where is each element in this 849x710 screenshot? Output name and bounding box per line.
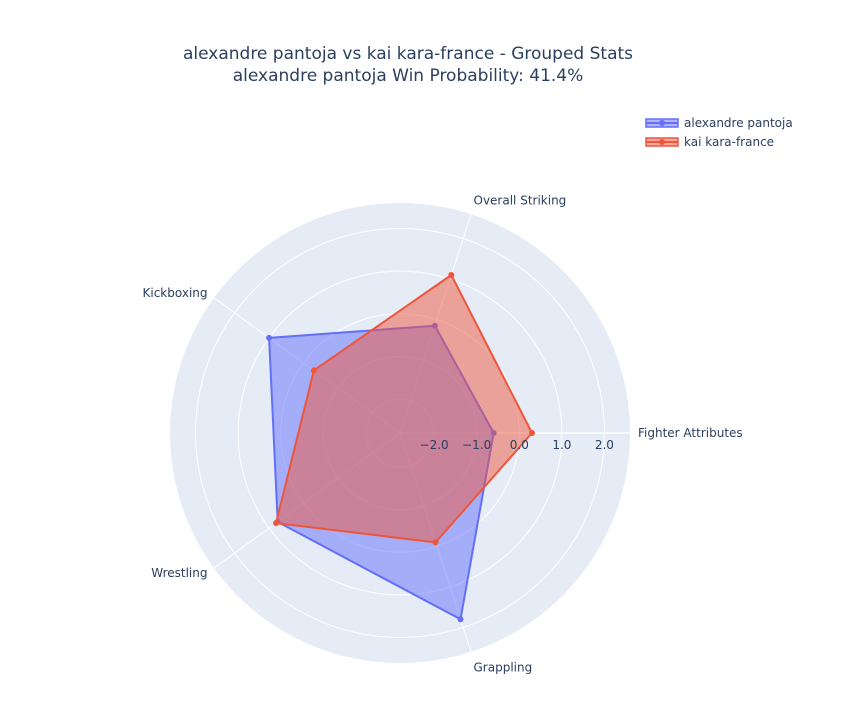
radial-tick-label: 0.0	[510, 438, 529, 452]
radial-tick-label: −2.0	[420, 438, 449, 452]
legend-label: kai kara-france	[684, 135, 774, 149]
category-label: Fighter Attributes	[638, 426, 743, 440]
legend-marker	[659, 139, 665, 145]
data-point[interactable]	[266, 334, 273, 341]
data-point[interactable]	[457, 616, 464, 623]
chart-title: alexandre pantoja vs kai kara-france - G…	[183, 44, 633, 86]
radial-tick-label: 2.0	[595, 438, 614, 452]
radial-tick-label: 1.0	[552, 438, 571, 452]
radial-tick-label: −1.0	[462, 438, 491, 452]
data-point[interactable]	[448, 272, 455, 278]
data-point[interactable]	[529, 430, 535, 436]
data-point[interactable]	[432, 539, 439, 546]
data-point[interactable]	[310, 367, 317, 374]
category-label: Overall Striking	[474, 194, 567, 208]
legend-item[interactable]: alexandre pantoja	[645, 116, 793, 130]
category-label: Kickboxing	[143, 286, 208, 300]
category-label: Grappling	[474, 660, 533, 674]
data-point[interactable]	[273, 520, 279, 527]
legend-label: alexandre pantoja	[684, 116, 793, 130]
series-area	[275, 274, 533, 544]
series-2	[273, 272, 535, 546]
legend[interactable]: alexandre pantoja kai kara-france	[645, 116, 793, 149]
polar-plot-area: −2.0 −1.0 0.0 1.0 2.0 Fighter Attributes Overa…	[143, 194, 743, 675]
chart-title-line-1: alexandre pantoja vs kai kara-france - G…	[183, 44, 633, 64]
legend-item[interactable]: kai kara-france	[645, 135, 774, 149]
legend-marker	[659, 120, 665, 126]
category-label: Wrestling	[151, 566, 207, 580]
chart-title-line-2: alexandre pantoja Win Probability: 41.4%	[233, 66, 584, 86]
